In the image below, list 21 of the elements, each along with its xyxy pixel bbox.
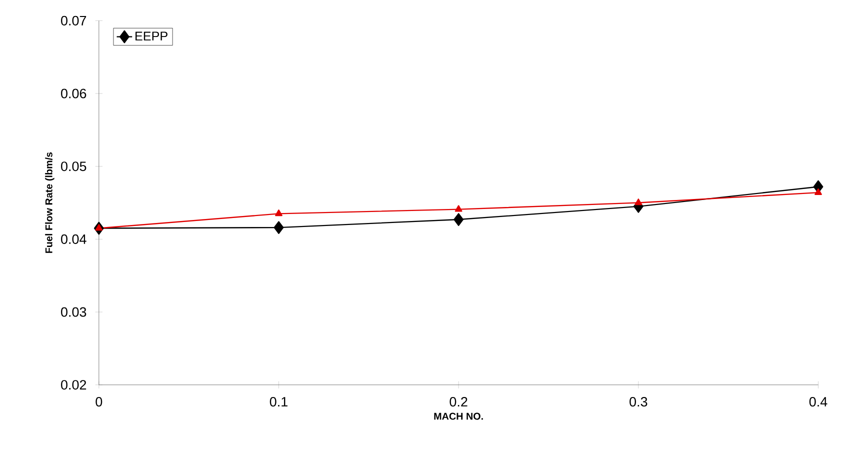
x-tick-label: 0.3 bbox=[630, 396, 648, 406]
y-tick-label: 0.04 bbox=[61, 234, 86, 244]
point bbox=[814, 188, 822, 195]
y-tick-label: 0.05 bbox=[61, 161, 86, 171]
x-tick-label: 0 bbox=[96, 396, 102, 406]
point bbox=[634, 198, 642, 206]
x-tick-label: 0.1 bbox=[270, 396, 288, 406]
point bbox=[275, 209, 282, 216]
y-tick-label: 0.06 bbox=[61, 88, 86, 98]
y-tick-label: 0.07 bbox=[61, 16, 86, 26]
point bbox=[274, 220, 284, 234]
point bbox=[454, 205, 462, 212]
legend-label: EEPP bbox=[136, 32, 168, 40]
point bbox=[454, 212, 464, 226]
y-tick-label: 0.02 bbox=[61, 380, 86, 390]
point bbox=[95, 224, 103, 231]
y-axis-title: Fuel Flow Rate (lbm/s bbox=[45, 152, 54, 253]
x-tick-label: 0.2 bbox=[450, 396, 468, 406]
x-tick-label: 0.4 bbox=[809, 396, 828, 406]
y-tick-label: 0.03 bbox=[61, 307, 86, 317]
x-axis-title: MACH NO. bbox=[434, 412, 483, 420]
